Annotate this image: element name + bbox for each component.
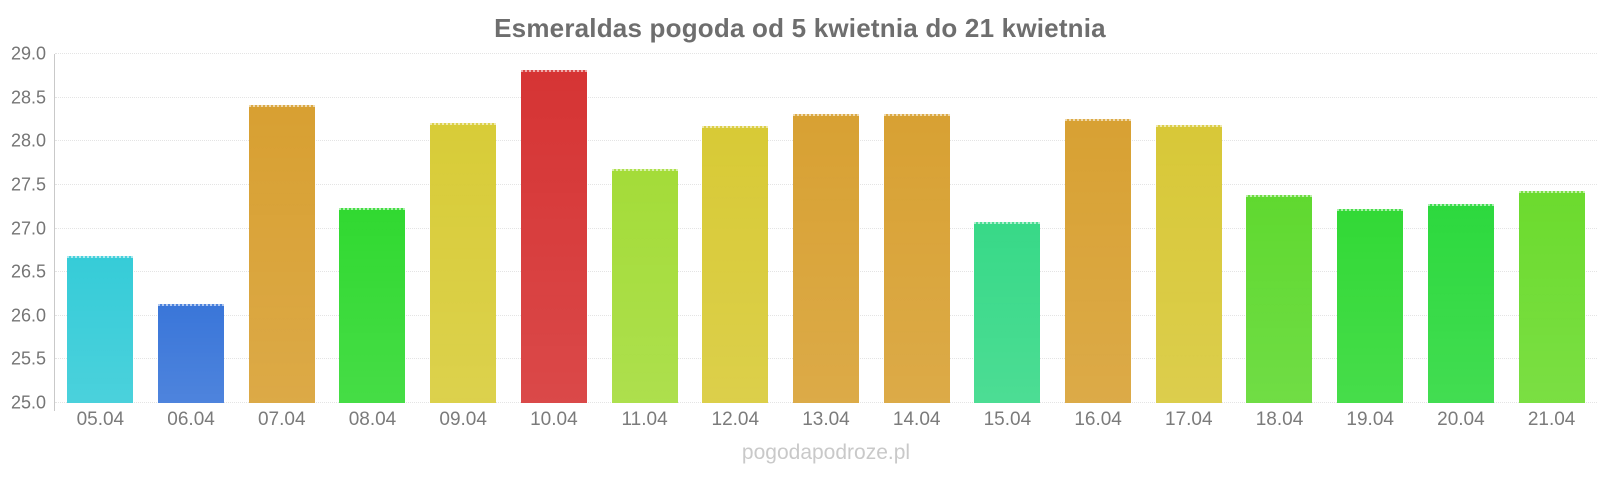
y-tick-label: 28.0: [10, 130, 46, 151]
watermark: pogodapodroze.pl: [741, 441, 911, 464]
x-tick-label: 18.04: [1255, 409, 1304, 430]
bar-07.04[interactable]: [248, 105, 315, 403]
y-tick-label: 29.0: [10, 43, 46, 64]
x-tick-label: 08.04: [348, 409, 397, 430]
bar-19.04[interactable]: [1337, 209, 1404, 403]
grid-line: [55, 96, 1597, 98]
x-axis: 05.04 06.04 07.04 08.04 09.04 10.04 11.04 12.04…: [55, 409, 1597, 431]
bar-slot: [418, 54, 509, 403]
y-tick-label: 26.0: [10, 305, 46, 326]
y-tick-label: 27.5: [10, 174, 46, 195]
bar-09.04[interactable]: [430, 122, 497, 403]
x-tick-label: 19.04: [1346, 409, 1394, 430]
bar-slot: [1506, 54, 1597, 403]
bar-13.04[interactable]: [792, 114, 859, 403]
bar-slot: [690, 54, 781, 403]
x-tick-label: 14.04: [892, 409, 941, 430]
bar-11.04[interactable]: [611, 169, 678, 403]
x-tick-label: 10.04: [530, 409, 578, 430]
bar-18.04[interactable]: [1246, 195, 1313, 403]
bar-slot: [55, 54, 146, 403]
y-tick-label: 25.5: [10, 348, 46, 369]
bar-14.04[interactable]: [883, 114, 950, 403]
bar-16.04[interactable]: [1065, 118, 1132, 403]
x-tick-label: 20.04: [1437, 409, 1485, 430]
x-tick-label: 17.04: [1165, 409, 1213, 430]
bar-slot: [1325, 54, 1416, 403]
bar-slot: [1234, 54, 1325, 403]
y-tick-label: 26.5: [10, 261, 46, 282]
bar-15.04[interactable]: [974, 221, 1041, 403]
plot-area: [55, 53, 1597, 403]
bar-06.04[interactable]: [158, 303, 225, 403]
bar-slot: [871, 54, 962, 403]
x-tick-label: 21.04: [1527, 409, 1576, 430]
bar-slot: [236, 54, 327, 403]
x-tick-label: 11.04: [621, 409, 668, 430]
bar-slot: [327, 54, 418, 403]
x-tick-label: 15.04: [983, 409, 1032, 430]
bar-slot: [146, 54, 237, 403]
y-tick-label: 25.0: [10, 392, 46, 413]
y-axis: 25.0 25.5 26.0 26.5 27.0 27.5 28.0 28.5 29.0: [0, 44, 46, 413]
bar-12.04[interactable]: [702, 126, 769, 403]
y-tick-label: 27.0: [10, 218, 46, 238]
bar-10.04[interactable]: [520, 69, 587, 403]
bar-20.04[interactable]: [1427, 204, 1494, 403]
chart-title: Esmeraldas pogoda od 5 kwietnia do 21 kw…: [494, 13, 1106, 43]
x-tick-label: 09.04: [439, 409, 487, 430]
bar-slot: [1143, 54, 1234, 403]
bar-21.04[interactable]: [1518, 190, 1585, 403]
x-tick-label: 06.04: [167, 409, 215, 430]
bar-08.04[interactable]: [339, 207, 406, 403]
bar-17.04[interactable]: [1155, 124, 1222, 403]
bar-slot: [1053, 54, 1144, 403]
bar-slot: [599, 54, 690, 403]
y-tick-label: 28.5: [10, 87, 46, 108]
y-axis-line: [54, 54, 55, 411]
bar-slot: [781, 54, 872, 403]
bar-slot: [1416, 54, 1507, 403]
x-tick-label: 07.04: [257, 409, 306, 430]
grid-line: [55, 53, 1597, 54]
x-tick-label: 16.04: [1074, 409, 1122, 430]
bar-slot: [509, 54, 600, 403]
x-tick-label: 13.04: [802, 409, 850, 430]
bar-slot: [962, 54, 1053, 403]
bar-series: [55, 54, 1597, 403]
x-tick-label: 12.04: [711, 409, 760, 430]
x-tick-label: 05.04: [76, 409, 125, 430]
bar-05.04[interactable]: [67, 256, 134, 403]
